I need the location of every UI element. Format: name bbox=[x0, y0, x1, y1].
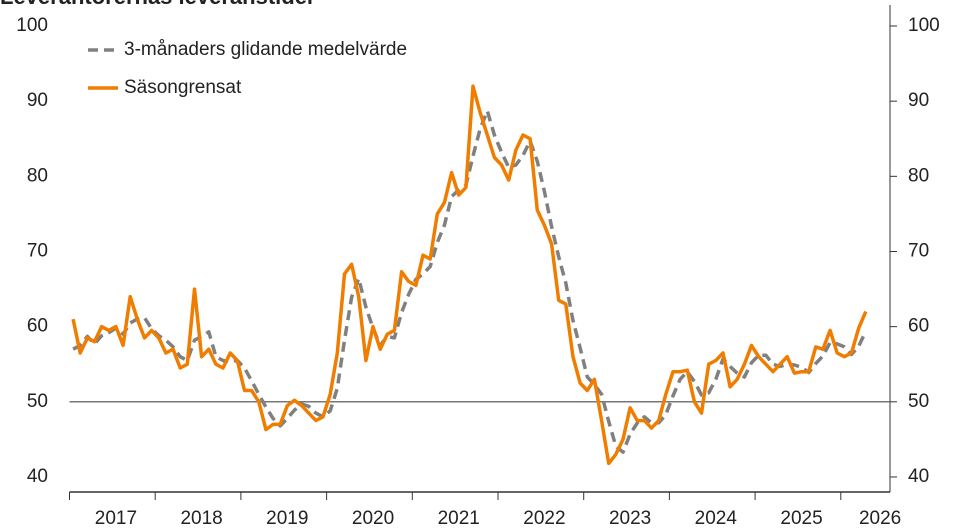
y-tick-label: 90 bbox=[27, 90, 48, 111]
x-tick-label: 2019 bbox=[266, 508, 308, 529]
x-tick-label: 2026 bbox=[859, 508, 901, 529]
x-tick-label: 2023 bbox=[609, 508, 651, 529]
x-tick-label: 2022 bbox=[523, 508, 565, 529]
x-tick-label: 2018 bbox=[180, 508, 222, 529]
y2-tick-label: 90 bbox=[908, 90, 929, 111]
x-tick-label: 2024 bbox=[695, 508, 738, 529]
y2-tick-label: 60 bbox=[908, 316, 929, 337]
y-tick-label: 50 bbox=[27, 391, 48, 412]
y-tick-label: 60 bbox=[27, 316, 48, 337]
x-tick-label: 2021 bbox=[438, 508, 480, 529]
legend-label: 3-månaders glidande medelvärde bbox=[124, 39, 407, 60]
x-tick-label: 2020 bbox=[352, 508, 394, 529]
y2-tick-label: 50 bbox=[908, 391, 929, 412]
series-line bbox=[71, 84, 868, 466]
y-tick-label: 40 bbox=[27, 466, 48, 487]
y2-tick-label: 100 bbox=[908, 15, 940, 36]
y2-tick-label: 70 bbox=[908, 240, 929, 261]
x-tick-label: 2017 bbox=[95, 508, 137, 529]
chart-title: Leverantörernas leveranstider bbox=[0, 0, 316, 9]
y2-tick-label: 40 bbox=[908, 466, 929, 487]
x-tick-label: 2025 bbox=[780, 508, 822, 529]
y-tick-label: 70 bbox=[27, 240, 48, 261]
legend-label: Säsongrensat bbox=[124, 77, 242, 98]
y2-tick-label: 80 bbox=[908, 165, 929, 186]
series-line bbox=[72, 109, 868, 454]
y-tick-label: 80 bbox=[27, 165, 48, 186]
y-tick-label: 100 bbox=[16, 15, 48, 36]
